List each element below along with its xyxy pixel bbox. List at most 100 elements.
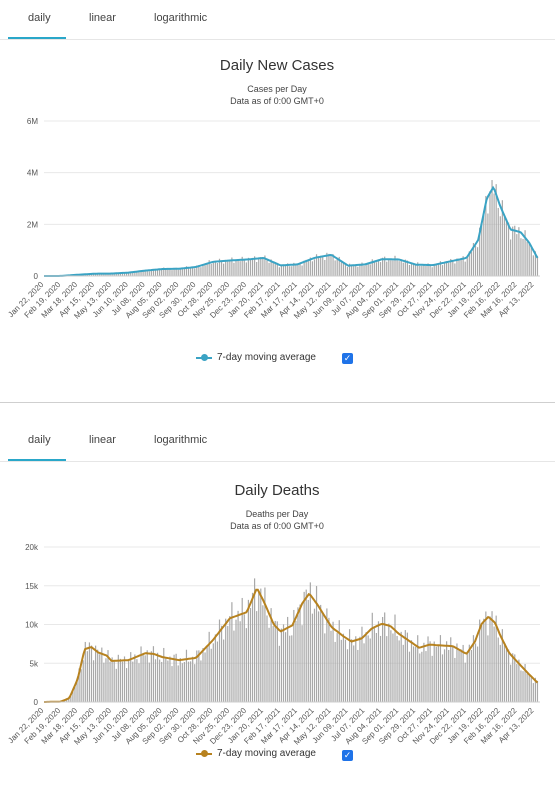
tab-linear[interactable]: linear — [89, 434, 116, 446]
daily-bar — [125, 273, 128, 276]
tab-logarithmic[interactable]: logarithmic — [154, 12, 208, 24]
deaths-moving-average-checkbox[interactable]: ✓ — [342, 750, 353, 761]
y-tick-label: 4M — [27, 169, 38, 178]
daily-bar — [140, 646, 142, 702]
y-tick-label: 5k — [30, 659, 39, 668]
daily-bar — [121, 273, 124, 276]
daily-bar — [497, 637, 499, 702]
daily-bar — [284, 632, 287, 702]
daily-bar — [138, 272, 140, 276]
daily-bar — [247, 599, 250, 702]
daily-bar — [425, 651, 427, 702]
daily-bar — [144, 270, 146, 276]
y-tick-label: 0 — [34, 698, 39, 707]
daily-bar — [220, 625, 223, 702]
daily-bar — [318, 258, 320, 276]
tab-daily[interactable]: daily — [28, 434, 51, 446]
daily-bar — [394, 614, 396, 702]
daily-bar — [514, 654, 516, 702]
daily-bar — [254, 256, 256, 276]
daily-bar — [353, 266, 355, 276]
daily-bar — [365, 263, 367, 276]
cases-moving-average-checkbox[interactable]: ✓ — [342, 353, 353, 364]
daily-bar — [181, 663, 183, 702]
daily-bar — [229, 616, 231, 702]
daily-bar — [382, 616, 384, 702]
daily-bar — [295, 264, 297, 276]
daily-bar — [315, 586, 318, 702]
daily-bar — [423, 264, 425, 276]
daily-bar — [78, 668, 80, 702]
daily-bar — [179, 268, 181, 276]
tab-logarithmic[interactable]: logarithmic — [154, 434, 208, 446]
tab-linear[interactable]: linear — [89, 12, 116, 24]
daily-bar — [187, 661, 190, 702]
daily-bar — [241, 597, 243, 702]
daily-bar — [231, 257, 233, 276]
daily-bar — [218, 258, 221, 276]
tab-daily[interactable]: daily — [28, 12, 51, 24]
daily-bar — [379, 635, 382, 702]
daily-bar — [289, 266, 291, 276]
daily-bar — [315, 254, 318, 276]
daily-bar — [90, 645, 93, 702]
daily-bar — [76, 681, 78, 702]
daily-bar — [256, 611, 258, 702]
daily-bar — [357, 649, 359, 702]
daily-bar — [305, 589, 307, 702]
daily-bar — [499, 216, 501, 276]
daily-bar — [530, 246, 532, 276]
daily-bar — [412, 264, 415, 276]
cases-legend[interactable]: 7-day moving average — [196, 352, 316, 363]
daily-bar — [510, 664, 512, 702]
daily-bar — [103, 274, 105, 276]
daily-bar — [208, 631, 210, 702]
daily-bar — [522, 238, 524, 276]
daily-bar — [260, 257, 262, 276]
daily-bar — [192, 656, 194, 702]
daily-bar — [324, 259, 326, 276]
daily-bar — [443, 263, 446, 276]
daily-bar — [136, 659, 138, 702]
daily-bar — [421, 651, 423, 702]
daily-bar — [142, 270, 144, 276]
deaths-legend[interactable]: 7-day moving average — [196, 748, 316, 759]
daily-bar — [169, 656, 171, 702]
daily-bar — [194, 664, 196, 702]
daily-bar — [388, 258, 390, 276]
daily-bar — [128, 272, 130, 276]
daily-bar — [497, 207, 499, 276]
daily-bar — [183, 268, 186, 276]
daily-bar — [159, 269, 161, 276]
daily-bar — [163, 267, 165, 276]
daily-bar — [479, 619, 481, 702]
daily-bar — [187, 268, 190, 276]
daily-bar — [536, 256, 539, 276]
daily-bar — [185, 266, 188, 276]
daily-bar — [229, 260, 231, 276]
daily-bar — [390, 630, 392, 702]
daily-bar — [165, 269, 167, 276]
daily-bar — [423, 642, 425, 702]
daily-bar — [512, 653, 514, 702]
daily-bar — [474, 643, 477, 702]
daily-bar — [148, 662, 150, 702]
daily-bar — [419, 265, 421, 276]
chart-subtitle: Data as of 0:00 GMT+0 — [230, 96, 324, 106]
daily-bar — [390, 260, 392, 276]
daily-bar — [487, 635, 489, 702]
daily-bar — [72, 689, 74, 702]
daily-bar — [369, 638, 371, 702]
daily-bar — [487, 213, 489, 276]
y-tick-label: 10k — [25, 621, 39, 630]
daily-bar — [80, 669, 82, 702]
daily-bar — [146, 270, 148, 276]
daily-bar — [520, 238, 522, 276]
daily-bar — [534, 251, 537, 276]
daily-bar — [119, 658, 121, 702]
daily-bar — [204, 265, 206, 276]
daily-bar — [142, 653, 144, 702]
daily-bar — [202, 648, 204, 702]
y-tick-label: 15k — [25, 582, 39, 591]
daily-bar — [328, 253, 330, 276]
